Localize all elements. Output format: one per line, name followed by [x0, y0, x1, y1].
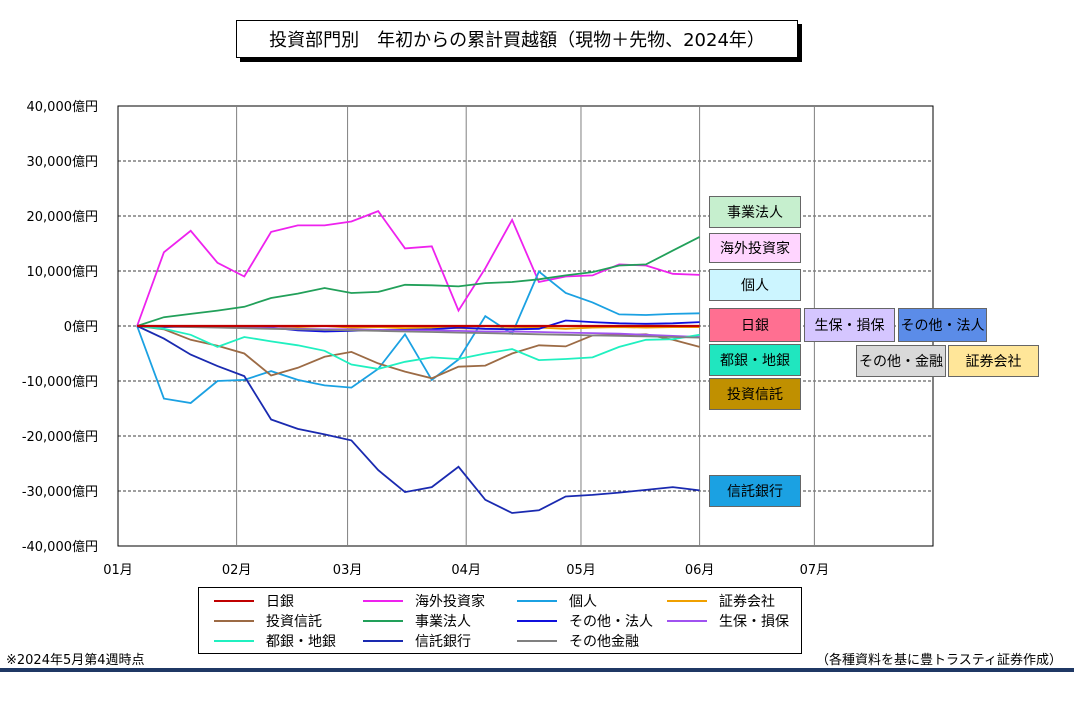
- x-tick-label: 04月: [451, 563, 481, 578]
- legend-item-4: 投資信託: [214, 611, 322, 631]
- legend-label: その他金融: [569, 634, 639, 650]
- series-lines: [136, 210, 701, 514]
- note-as-of: ※2024年5月第4週時点: [6, 653, 145, 668]
- legend-swatch: [363, 620, 403, 622]
- x-tick-label: 06月: [685, 563, 715, 578]
- legend-item-1: 海外投資家: [363, 591, 485, 611]
- legend-swatch: [517, 620, 557, 622]
- y-tick-label: -40,000億円: [22, 539, 98, 555]
- x-axis-ticks: 01月 02月 03月 04月 05月 06月 07月: [103, 563, 829, 578]
- side-label-10: 信託銀行: [709, 475, 801, 507]
- side-label-2: 個人: [709, 269, 801, 301]
- legend-item-2: 個人: [517, 591, 597, 611]
- series-line-10: [137, 325, 700, 339]
- legend-item-3: 証券会社: [667, 591, 775, 611]
- y-tick-label: 40,000億円: [27, 99, 99, 115]
- y-tick-label: -30,000億円: [22, 484, 98, 500]
- y-tick-label: -20,000億円: [22, 429, 98, 445]
- side-label-4: 生保・損保: [804, 308, 895, 342]
- legend-swatch: [517, 600, 557, 602]
- chart-title: 投資部門別 年初からの累計買越額（現物＋先物、2024年）: [236, 20, 798, 58]
- legend-item-7: 生保・損保: [667, 611, 789, 631]
- bottom-divider: [0, 668, 1074, 672]
- legend-item-5: 事業法人: [363, 611, 471, 631]
- x-tick-label: 01月: [103, 563, 133, 578]
- legend-swatch: [214, 620, 254, 622]
- legend: 日銀 海外投資家 個人 証券会社投資信託 事業法人 その他・法人 生保・損保都銀・地銀 信託銀…: [198, 587, 802, 654]
- side-label-3: 日銀: [709, 308, 801, 342]
- legend-label: 事業法人: [415, 614, 471, 630]
- legend-label: 生保・損保: [719, 614, 789, 630]
- side-label-7: その他・金融: [856, 345, 946, 377]
- legend-label: 日銀: [266, 594, 294, 610]
- y-tick-label: 20,000億円: [27, 209, 99, 225]
- side-label-8: 証券会社: [948, 345, 1039, 377]
- legend-swatch: [363, 600, 403, 602]
- side-label-6: 都銀・地銀: [709, 344, 801, 376]
- series-line-9: [136, 325, 700, 514]
- grid: [117, 105, 934, 547]
- legend-swatch: [667, 600, 707, 602]
- series-line-1: [136, 210, 700, 327]
- legend-swatch: [214, 640, 254, 642]
- note-source: （各種資料を基に豊トラスティ証券作成）: [816, 653, 1062, 668]
- x-tick-label: 02月: [222, 563, 252, 578]
- legend-item-8: 都銀・地銀: [214, 631, 336, 651]
- series-line-8: [137, 325, 700, 370]
- x-tick-label: 05月: [566, 563, 596, 578]
- x-tick-label: 07月: [800, 563, 830, 578]
- legend-label: 海外投資家: [415, 594, 485, 610]
- y-tick-label: 30,000億円: [27, 154, 99, 170]
- legend-label: 投資信託: [266, 614, 322, 630]
- series-line-5: [136, 236, 701, 327]
- legend-label: 個人: [569, 594, 597, 610]
- y-tick-label: 10,000億円: [27, 264, 99, 280]
- y-tick-label: 0億円: [64, 319, 98, 335]
- x-tick-label: 03月: [333, 563, 363, 578]
- side-label-9: 投資信託: [709, 378, 801, 410]
- side-label-1: 海外投資家: [709, 233, 801, 263]
- legend-label: 証券会社: [719, 594, 775, 610]
- legend-item-10: その他金融: [517, 631, 639, 651]
- legend-label: 都銀・地銀: [266, 634, 336, 650]
- legend-swatch: [363, 640, 403, 642]
- legend-item-0: 日銀: [214, 591, 294, 611]
- legend-item-9: 信託銀行: [363, 631, 471, 651]
- y-tick-label: -10,000億円: [22, 374, 98, 390]
- legend-swatch: [667, 620, 707, 622]
- legend-label: 信託銀行: [415, 634, 471, 650]
- side-label-0: 事業法人: [709, 196, 801, 228]
- legend-item-6: その他・法人: [517, 611, 653, 631]
- series-line-2: [136, 270, 700, 404]
- legend-swatch: [214, 600, 254, 602]
- legend-swatch: [517, 640, 557, 642]
- side-label-5: その他・法人: [898, 308, 987, 342]
- legend-label: その他・法人: [569, 614, 653, 630]
- y-axis-ticks: 40,000億円 30,000億円 20,000億円 10,000億円 0億円 -10,0…: [22, 99, 98, 555]
